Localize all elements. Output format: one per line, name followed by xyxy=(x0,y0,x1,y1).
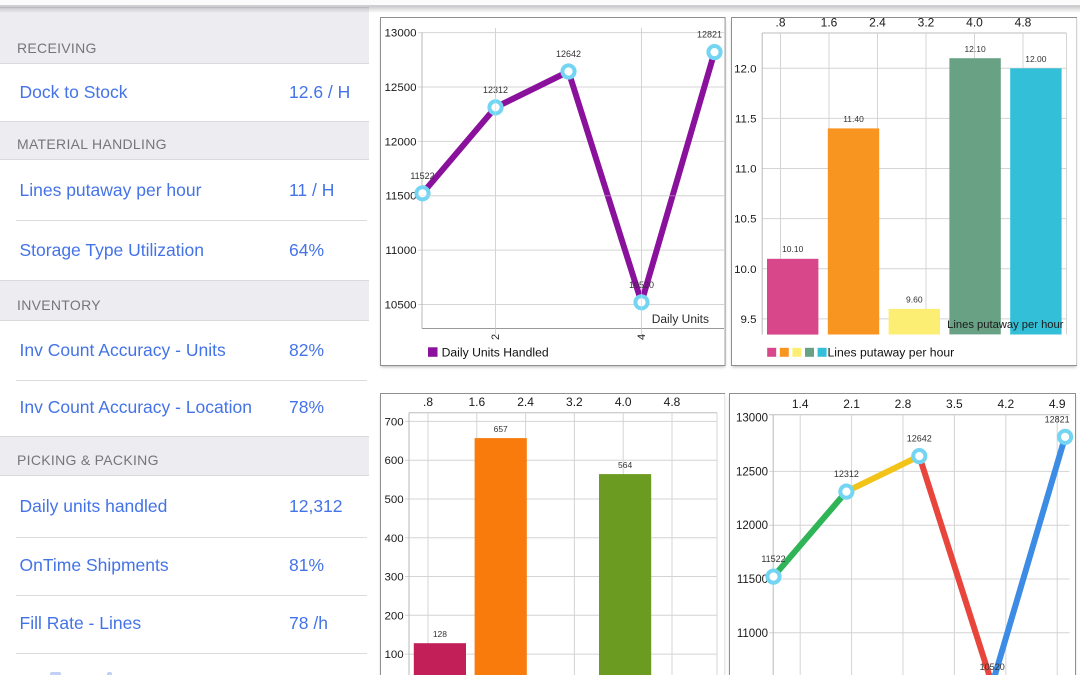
svg-text:10.10: 10.10 xyxy=(782,244,804,254)
svg-text:12000: 12000 xyxy=(736,520,768,532)
svg-text:4.2: 4.2 xyxy=(998,397,1015,411)
svg-text:.8: .8 xyxy=(423,395,433,409)
svg-text:Lines putaway per hour: Lines putaway per hour xyxy=(947,319,1064,331)
svg-text:Lines putaway per hour: Lines putaway per hour xyxy=(827,345,954,359)
svg-text:11.0: 11.0 xyxy=(734,164,756,176)
svg-text:1.6: 1.6 xyxy=(820,17,837,30)
svg-text:11522: 11522 xyxy=(410,171,434,181)
svg-text:12.0: 12.0 xyxy=(734,63,756,75)
svg-text:11.5: 11.5 xyxy=(734,113,756,125)
svg-text:3.5: 3.5 xyxy=(946,397,963,411)
svg-text:12642: 12642 xyxy=(556,49,581,59)
svg-text:2.8: 2.8 xyxy=(895,397,912,411)
svg-text:200: 200 xyxy=(384,610,403,622)
svg-text:4.8: 4.8 xyxy=(663,395,680,409)
svg-text:10.5: 10.5 xyxy=(734,214,756,226)
svg-text:12.10: 12.10 xyxy=(964,44,986,54)
svg-text:4.9: 4.9 xyxy=(1049,397,1066,411)
svg-text:3.2: 3.2 xyxy=(917,17,934,30)
svg-text:564: 564 xyxy=(618,460,632,470)
svg-text:4.8: 4.8 xyxy=(1014,17,1031,30)
svg-text:12312: 12312 xyxy=(834,469,859,479)
svg-text:13000: 13000 xyxy=(736,413,768,425)
svg-text:3.2: 3.2 xyxy=(566,395,583,409)
svg-text:12500: 12500 xyxy=(736,466,768,478)
svg-text:4: 4 xyxy=(636,334,648,340)
svg-text:1.4: 1.4 xyxy=(792,397,809,411)
svg-text:11500: 11500 xyxy=(385,191,416,203)
svg-text:9.60: 9.60 xyxy=(906,294,923,304)
svg-text:700: 700 xyxy=(384,416,403,428)
svg-text:2.1: 2.1 xyxy=(844,397,861,411)
svg-text:11000: 11000 xyxy=(385,245,416,257)
svg-text:13000: 13000 xyxy=(385,28,417,40)
svg-text:400: 400 xyxy=(384,533,403,545)
svg-text:4.0: 4.0 xyxy=(614,395,631,409)
svg-text:500: 500 xyxy=(384,494,403,506)
svg-text:10520: 10520 xyxy=(980,662,1005,672)
svg-text:12642: 12642 xyxy=(907,434,932,444)
svg-text:657: 657 xyxy=(493,424,507,434)
svg-text:.8: .8 xyxy=(775,17,785,30)
svg-text:9.5: 9.5 xyxy=(740,314,756,326)
svg-text:300: 300 xyxy=(384,571,403,583)
svg-text:12.00: 12.00 xyxy=(1025,54,1047,64)
svg-text:Daily Units: Daily Units xyxy=(652,312,709,326)
svg-text:11522: 11522 xyxy=(762,554,786,564)
svg-text:Daily Units Handled: Daily Units Handled xyxy=(442,345,549,359)
svg-text:2: 2 xyxy=(490,334,502,340)
svg-text:11.40: 11.40 xyxy=(843,114,864,124)
svg-text:10.0: 10.0 xyxy=(734,264,756,276)
svg-text:10500: 10500 xyxy=(385,299,417,311)
svg-text:2.4: 2.4 xyxy=(517,395,534,409)
svg-text:128: 128 xyxy=(432,629,446,639)
svg-text:11500: 11500 xyxy=(737,574,768,586)
svg-text:12000: 12000 xyxy=(385,136,417,148)
svg-text:1.6: 1.6 xyxy=(468,395,485,409)
svg-text:12821: 12821 xyxy=(697,30,722,40)
svg-text:12821: 12821 xyxy=(1045,414,1070,424)
svg-text:100: 100 xyxy=(384,649,403,661)
svg-text:12500: 12500 xyxy=(385,82,417,94)
svg-text:11000: 11000 xyxy=(737,628,768,640)
svg-text:600: 600 xyxy=(384,455,403,467)
svg-text:4.0: 4.0 xyxy=(966,17,983,30)
svg-text:2.4: 2.4 xyxy=(869,17,886,30)
